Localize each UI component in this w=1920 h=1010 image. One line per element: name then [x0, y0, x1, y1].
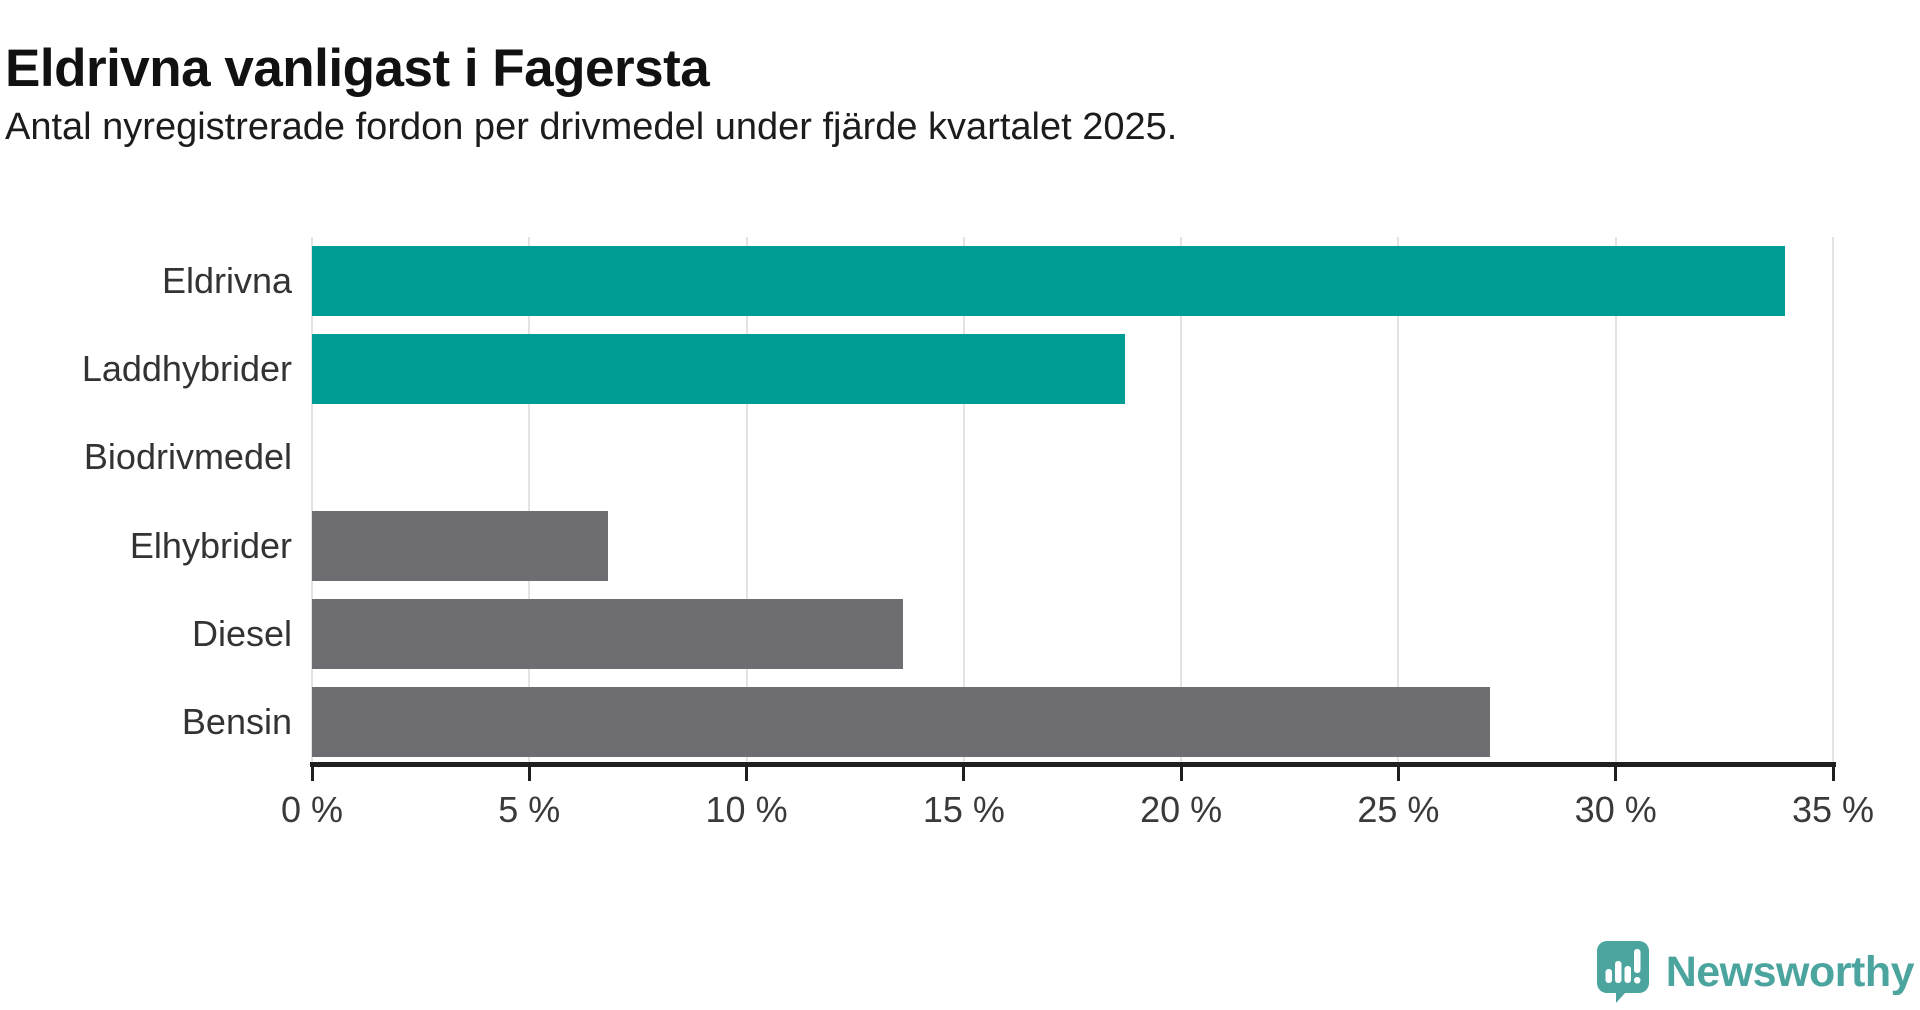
newsworthy-logo-icon: [1594, 939, 1652, 1005]
axis-tick-label: 15 %: [922, 789, 1005, 830]
axis-tick-label: 10 %: [705, 789, 788, 830]
axis-tick: [527, 767, 531, 781]
axis-tick-label: 35 %: [1791, 789, 1875, 830]
gridline: [1180, 237, 1183, 766]
bar: [312, 246, 1785, 316]
x-axis-line: [310, 762, 1836, 767]
axis-tick-label: 30 %: [1574, 789, 1657, 830]
axis-tick-label: 5 %: [498, 789, 561, 830]
gridline: [745, 237, 748, 766]
category-label: Biodrivmedel: [83, 436, 292, 478]
axis-tick: [962, 767, 966, 781]
axis-tick: [1396, 767, 1400, 781]
axis-tick: [745, 767, 749, 781]
brand-footer: Newsworthy: [1594, 936, 1915, 1008]
gridline: [528, 237, 531, 766]
bar: [312, 687, 1490, 757]
category-label: Elhybrider: [129, 524, 292, 566]
gridline: [1397, 237, 1400, 766]
category-label: Eldrivna: [161, 260, 292, 302]
axis-tick: [1831, 767, 1835, 781]
category-label: Bensin: [181, 700, 292, 742]
gridline: [311, 237, 313, 766]
axis-tick-label: 0 %: [280, 789, 344, 830]
category-label: Diesel: [191, 612, 292, 654]
bar: [312, 511, 608, 581]
axis-tick: [310, 767, 314, 781]
brand-name: Newsworthy: [1665, 947, 1915, 996]
axis-tick-label: 25 %: [1357, 789, 1440, 830]
axis-tick: [1179, 767, 1183, 781]
axis-tick-label: 20 %: [1140, 789, 1223, 830]
gridline: [962, 237, 965, 766]
chart-subtitle: Antal nyregistrerade fordon per drivmede…: [5, 106, 1178, 148]
gridline: [1614, 237, 1617, 766]
axis-tick: [1614, 767, 1618, 781]
chart-title: Eldrivna vanligast i Fagersta: [5, 38, 710, 98]
gridline: [1832, 237, 1834, 766]
bar: [312, 334, 1125, 404]
bar: [312, 599, 903, 669]
category-label: Laddhybrider: [81, 348, 292, 390]
